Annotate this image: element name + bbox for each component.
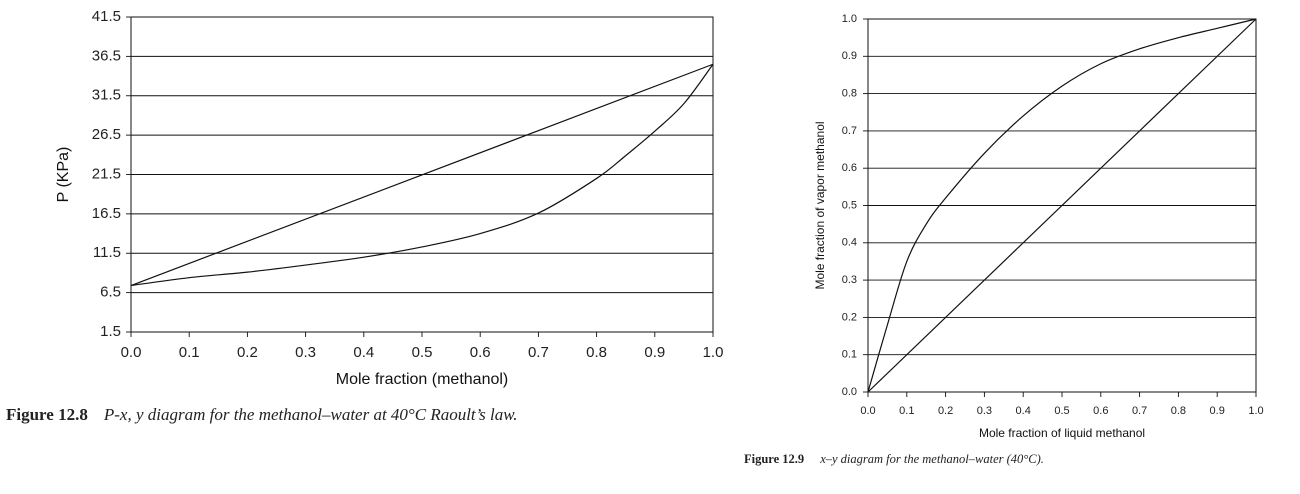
fig2-ytick-label-5: 0.5 — [842, 199, 857, 211]
fig2-ytick-label-9: 0.9 — [842, 50, 857, 62]
fig2-xtick-label-0: 0.0 — [860, 405, 875, 417]
fig2-xtick-label-9: 0.9 — [1210, 405, 1225, 417]
figure-12-9-caption: Figure 12.9 x–y diagram for the methanol–… — [744, 452, 1044, 467]
fig2-xtick-label-2: 0.2 — [938, 405, 953, 417]
fig1-x-axis-label: Mole fraction (methanol) — [336, 371, 509, 388]
fig1-ytick-label-3: 16.5 — [92, 205, 121, 222]
fig2-series-line-0 — [867, 18, 1257, 393]
fig2-xtick-label-5: 0.5 — [1054, 405, 1069, 417]
fig2-ytick-label-3: 0.3 — [842, 274, 857, 286]
fig2-xtick-label-6: 0.6 — [1093, 405, 1108, 417]
fig2-y-axis-label: Mole fraction of vapor methanol — [813, 121, 827, 289]
fig1-xtick-label-8: 0.8 — [586, 344, 607, 361]
figure-12-9-label: Figure 12.9 — [744, 452, 805, 466]
fig2-ytick-label-2: 0.2 — [842, 311, 857, 323]
fig2-xtick-label-4: 0.4 — [1016, 405, 1031, 417]
fig2-xtick-label-3: 0.3 — [977, 405, 992, 417]
fig1-xtick-label-4: 0.4 — [353, 344, 374, 361]
fig2-ytick-label-4: 0.4 — [842, 237, 857, 249]
fig1-ytick-label-5: 26.5 — [92, 126, 121, 143]
fig1-xtick-label-9: 0.9 — [644, 344, 665, 361]
fig1-ytick-label-4: 21.5 — [92, 165, 121, 182]
fig1-xtick-label-6: 0.6 — [470, 344, 491, 361]
fig1-ytick-label-7: 36.5 — [92, 47, 121, 64]
fig1-ytick-label-2: 11.5 — [93, 244, 121, 261]
figure-12-8-label: Figure 12.8 — [6, 405, 88, 424]
figure-12-9-text: x–y diagram for the methanol–water (40°C… — [820, 452, 1044, 466]
fig1-xtick-label-3: 0.3 — [295, 344, 316, 361]
figure-12-8-caption: Figure 12.8 P-x, y diagram for the methan… — [6, 405, 518, 425]
fig2-ytick-label-7: 0.7 — [842, 125, 857, 137]
fig2-ytick-label-10: 1.0 — [842, 13, 857, 25]
fig1-series-line-0 — [130, 63, 714, 287]
fig2-ytick-label-8: 0.8 — [842, 88, 857, 100]
fig1-ytick-label-0: 1.5 — [100, 323, 121, 340]
fig1-xtick-label-7: 0.7 — [528, 344, 549, 361]
fig1-ytick-label-8: 41.5 — [92, 8, 121, 25]
fig2-xtick-label-10: 1.0 — [1248, 405, 1263, 417]
fig2-ytick-label-6: 0.6 — [842, 162, 857, 174]
fig1-y-axis-label: P (KPa) — [55, 147, 72, 203]
fig2-ytick-label-1: 0.1 — [842, 349, 857, 361]
fig1-ytick-label-6: 31.5 — [92, 87, 121, 104]
fig1-xtick-label-10: 1.0 — [703, 344, 724, 361]
fig2-ytick-label-0: 0.0 — [842, 386, 857, 398]
fig1-xtick-label-5: 0.5 — [412, 344, 433, 361]
fig2-series-line-1 — [867, 18, 1257, 393]
fig1-xtick-label-2: 0.2 — [237, 344, 258, 361]
figure-12-8-text: P-x, y diagram for the methanol–water at… — [103, 405, 518, 424]
fig2-xtick-label-1: 0.1 — [899, 405, 914, 417]
fig2-x-axis-label: Mole fraction of liquid methanol — [979, 426, 1145, 440]
fig1-xtick-label-1: 0.1 — [179, 344, 200, 361]
fig1-series-line-1 — [130, 63, 714, 287]
fig2-xtick-label-8: 0.8 — [1171, 405, 1186, 417]
fig1-xtick-label-0: 0.0 — [121, 344, 142, 361]
fig1-ytick-label-1: 6.5 — [100, 284, 121, 301]
fig2-xtick-label-7: 0.7 — [1132, 405, 1147, 417]
